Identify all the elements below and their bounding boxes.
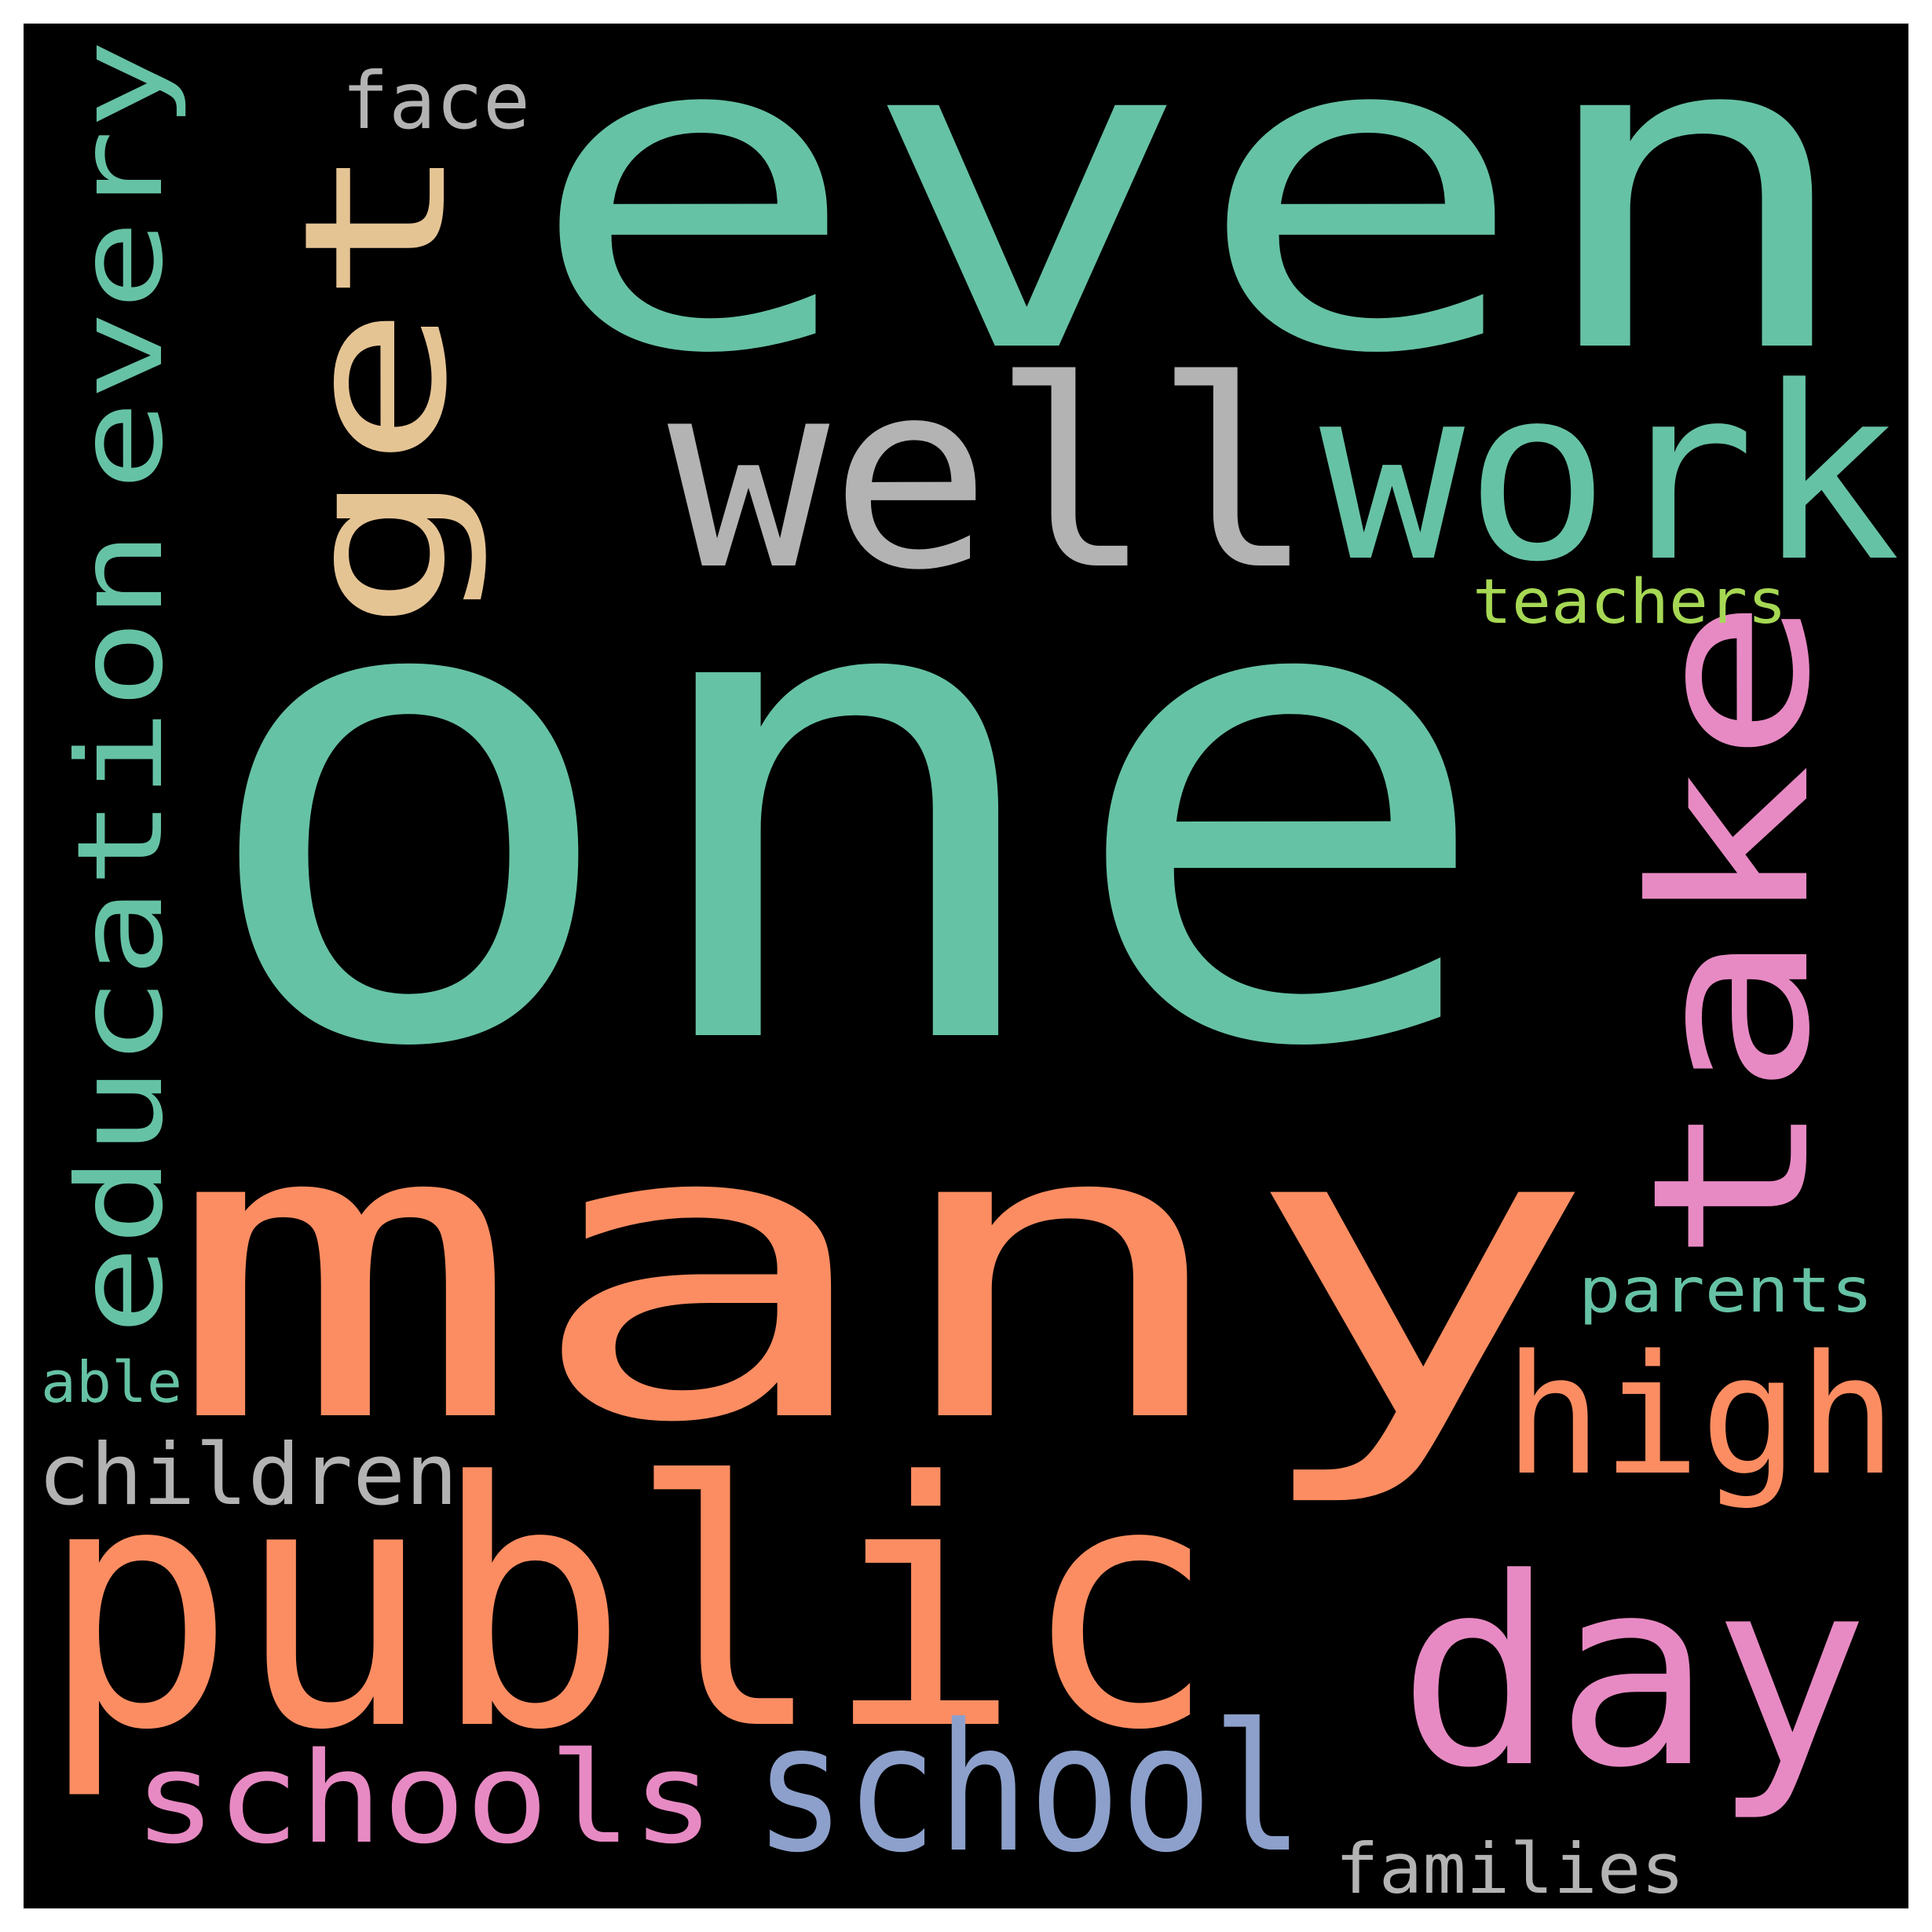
word-work: work [1319,335,1901,614]
word-able: able [41,1349,182,1415]
word-cloud-panel [24,24,1908,1908]
word-well: well [668,325,1315,627]
word-get: get [262,141,490,632]
word-education: education [53,530,189,1335]
word-children: children [38,1426,458,1524]
word-day: day [1398,1523,1869,1824]
word-high: high [1504,1319,1897,1512]
word-face: face [342,55,530,147]
word-families: families [1335,1828,1685,1909]
word-every: every [53,39,189,491]
word-schools: schools [134,1725,715,1872]
word-one: one [191,420,1498,1192]
word-even: even [526,0,1861,450]
word-parents: parents [1579,1256,1873,1326]
word-public: public [39,1411,1217,1804]
word-take: take [1606,597,1857,1264]
word-many: many [165,1036,1598,1512]
word-teachers: teachers [1473,567,1787,638]
word-school: school [754,1686,1304,1892]
